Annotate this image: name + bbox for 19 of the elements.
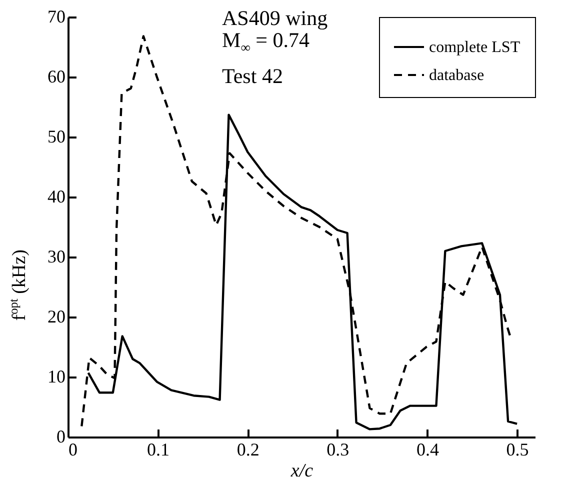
- x-tick-label: 0.5: [506, 440, 529, 460]
- x-tick-label: 0.1: [147, 440, 170, 460]
- legend-label: complete LST: [429, 39, 520, 56]
- x-tick-label: 0.4: [416, 440, 439, 460]
- y-tick-label: 20: [48, 306, 66, 326]
- y-tick-label: 70: [48, 6, 66, 26]
- y-tick-label: 40: [48, 186, 66, 206]
- annotation: Test 42: [222, 64, 283, 88]
- x-tick-label: 0.2: [236, 440, 260, 460]
- x-tick-label: 0.3: [326, 440, 350, 460]
- y-tick-label: 60: [48, 66, 66, 86]
- y-tick-label: 10: [48, 366, 66, 386]
- legend-label: database: [429, 67, 484, 84]
- y-tick-label: 30: [48, 246, 66, 266]
- y-tick-label: 50: [48, 126, 66, 146]
- annotation: M$_{∞}$ = 0.74: [222, 28, 310, 56]
- y-tick-label: 0: [56, 426, 66, 446]
- annotation: AS409 wing: [222, 6, 328, 30]
- x-axis-title: x/c: [290, 460, 314, 478]
